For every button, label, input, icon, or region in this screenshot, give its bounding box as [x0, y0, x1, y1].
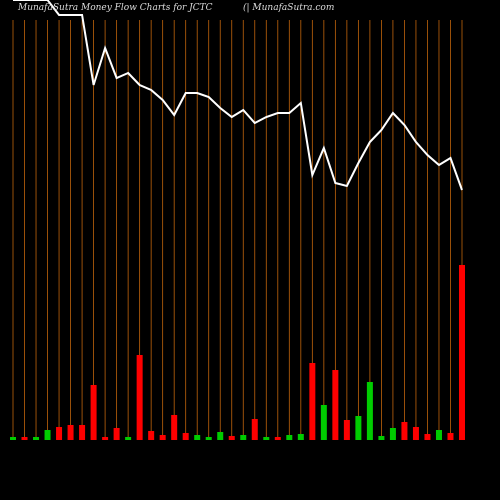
chart-subtitle: (| MunafaSutra.com: [243, 2, 334, 13]
bar: [297, 434, 304, 440]
bar: [67, 425, 74, 440]
bar: [90, 385, 97, 440]
chart-title: MunafaSutra Money Flow Charts for JCTC: [17, 3, 213, 13]
bar: [240, 435, 247, 440]
bar: [113, 428, 120, 440]
bar: [205, 437, 212, 440]
bar: [102, 437, 109, 440]
bar: [194, 435, 201, 440]
bar: [182, 433, 189, 440]
bar: [355, 416, 362, 440]
bar: [33, 437, 40, 440]
bar: [125, 437, 132, 440]
bar: [159, 435, 166, 440]
bar: [435, 430, 442, 440]
bar: [21, 437, 28, 440]
bar: [378, 436, 385, 440]
bar: [401, 422, 408, 440]
bar: [366, 382, 373, 440]
bar: [44, 430, 51, 440]
bar: [424, 434, 431, 440]
bar: [148, 431, 155, 440]
bar: [56, 427, 63, 440]
bar: [171, 415, 178, 440]
bar: [320, 405, 327, 440]
money-flow-line: [13, 0, 463, 191]
bar: [228, 436, 235, 440]
bar: [332, 370, 339, 440]
bar: [343, 420, 350, 440]
bar: [251, 419, 258, 440]
bar: [263, 437, 270, 440]
bar: [286, 435, 293, 440]
bar: [10, 437, 16, 440]
bar: [217, 432, 224, 440]
bar: [389, 428, 396, 440]
bar: [274, 437, 281, 440]
bar: [459, 265, 465, 440]
bar: [79, 425, 86, 440]
bar: [136, 355, 143, 440]
plot-area: [10, 0, 465, 440]
bar: [447, 433, 454, 440]
bar: [412, 427, 419, 440]
bar: [309, 363, 316, 440]
